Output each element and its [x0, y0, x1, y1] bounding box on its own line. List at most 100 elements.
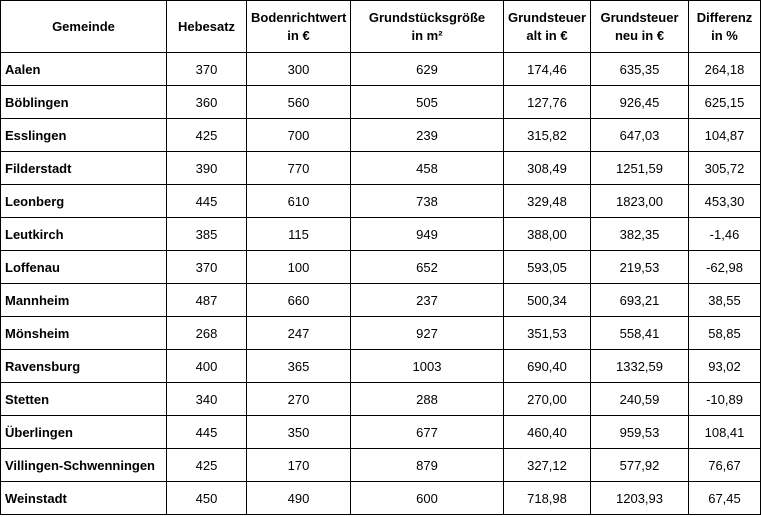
header-text: neu in € [614, 27, 665, 43]
value-cell: -10,89 [688, 382, 761, 416]
value-cell: 58,85 [688, 316, 761, 350]
value-cell: 1203,93 [590, 481, 689, 515]
value-cell: 635,35 [590, 52, 689, 86]
value-cell: 288 [350, 382, 504, 416]
value-cell: 390 [166, 151, 247, 185]
value-cell: 268 [166, 316, 247, 350]
header-text: in m² [411, 27, 443, 43]
header-text: in % [711, 27, 738, 43]
municipality-cell: Stetten [0, 382, 167, 416]
value-cell: 500,34 [503, 283, 591, 317]
value-cell: 1332,59 [590, 349, 689, 383]
value-cell: 453,30 [688, 184, 761, 218]
table-row: Loffenau 370 100 652 593,05 219,53 -62,98 [0, 250, 761, 284]
value-cell: 505 [350, 85, 504, 119]
header-cell: Bodenrichtwert in € [246, 0, 351, 53]
value-cell: 660 [246, 283, 351, 317]
municipality-cell: Leutkirch [0, 217, 167, 251]
value-cell: 487 [166, 283, 247, 317]
value-cell: -1,46 [688, 217, 761, 251]
municipality-cell: Filderstadt [0, 151, 167, 185]
table-row: Leutkirch 385 115 949 388,00 382,35 -1,46 [0, 217, 761, 251]
header-cell: Gemeinde [0, 0, 167, 53]
value-cell: 600 [350, 481, 504, 515]
value-cell: 38,55 [688, 283, 761, 317]
value-cell: 174,46 [503, 52, 591, 86]
value-cell: 560 [246, 85, 351, 119]
value-cell: 305,72 [688, 151, 761, 185]
value-cell: 104,87 [688, 118, 761, 152]
value-cell: 1251,59 [590, 151, 689, 185]
value-cell: 959,53 [590, 415, 689, 449]
value-cell: 425 [166, 448, 247, 482]
value-cell: 425 [166, 118, 247, 152]
value-cell: 400 [166, 349, 247, 383]
table-row: Filderstadt 390 770 458 308,49 1251,59 305,72 [0, 151, 761, 185]
value-cell: 1003 [350, 349, 504, 383]
municipality-cell: Mannheim [0, 283, 167, 317]
value-cell: 382,35 [590, 217, 689, 251]
value-cell: 237 [350, 283, 504, 317]
value-cell: 360 [166, 85, 247, 119]
value-cell: 219,53 [590, 250, 689, 284]
header-cell: Differenz in % [688, 0, 761, 53]
value-cell: 385 [166, 217, 247, 251]
municipality-cell: Überlingen [0, 415, 167, 449]
value-cell: 927 [350, 316, 504, 350]
value-cell: 240,59 [590, 382, 689, 416]
header-cell: Grundstücksgröße in m² [350, 0, 504, 53]
header-text: alt in € [526, 27, 568, 43]
value-cell: 690,40 [503, 349, 591, 383]
table-row: Weinstadt 450 490 600 718,98 1203,93 67,45 [0, 481, 761, 515]
header-cell: Hebesatz [166, 0, 247, 53]
municipality-cell: Aalen [0, 52, 167, 86]
municipality-cell: Ravensburg [0, 349, 167, 383]
value-cell: 1823,00 [590, 184, 689, 218]
header-text: Gemeinde [52, 18, 115, 34]
value-cell: 76,67 [688, 448, 761, 482]
value-cell: 365 [246, 349, 351, 383]
value-cell: 738 [350, 184, 504, 218]
header-text: Hebesatz [177, 18, 236, 34]
value-cell: 593,05 [503, 250, 591, 284]
value-cell: 350 [246, 415, 351, 449]
value-cell: 300 [246, 52, 351, 86]
value-cell: 270,00 [503, 382, 591, 416]
value-cell: 270 [246, 382, 351, 416]
header-text: Differenz [696, 9, 753, 25]
value-cell: 879 [350, 448, 504, 482]
table-body: Aalen 370 300 629 174,46 635,35 264,18 Böblinge… [0, 52, 761, 515]
table-row: Aalen 370 300 629 174,46 635,35 264,18 [0, 52, 761, 86]
value-cell: 458 [350, 151, 504, 185]
value-cell: 93,02 [688, 349, 761, 383]
table-row: Böblingen 360 560 505 127,76 926,45 625,15 [0, 85, 761, 119]
value-cell: 327,12 [503, 448, 591, 482]
table-row: Leonberg 445 610 738 329,48 1823,00 453,30 [0, 184, 761, 218]
value-cell: 67,45 [688, 481, 761, 515]
value-cell: 445 [166, 184, 247, 218]
table-row: Mannheim 487 660 237 500,34 693,21 38,55 [0, 283, 761, 317]
value-cell: 127,76 [503, 85, 591, 119]
value-cell: 329,48 [503, 184, 591, 218]
municipality-cell: Mönsheim [0, 316, 167, 350]
value-cell: 239 [350, 118, 504, 152]
value-cell: 264,18 [688, 52, 761, 86]
municipality-cell: Loffenau [0, 250, 167, 284]
value-cell: 115 [246, 217, 351, 251]
value-cell: 700 [246, 118, 351, 152]
value-cell: 629 [350, 52, 504, 86]
header-cell: Grundsteuer alt in € [503, 0, 591, 53]
value-cell: 926,45 [590, 85, 689, 119]
value-cell: 308,49 [503, 151, 591, 185]
value-cell: 370 [166, 52, 247, 86]
value-cell: 625,15 [688, 85, 761, 119]
municipality-cell: Leonberg [0, 184, 167, 218]
header-text: Bodenrichtwert [251, 9, 347, 25]
header-text: Grundstücksgröße [368, 9, 486, 25]
value-cell: 770 [246, 151, 351, 185]
value-cell: 108,41 [688, 415, 761, 449]
header-row: Gemeinde Hebesatz Bodenrichtwert in € Grunds… [0, 0, 761, 53]
value-cell: 577,92 [590, 448, 689, 482]
